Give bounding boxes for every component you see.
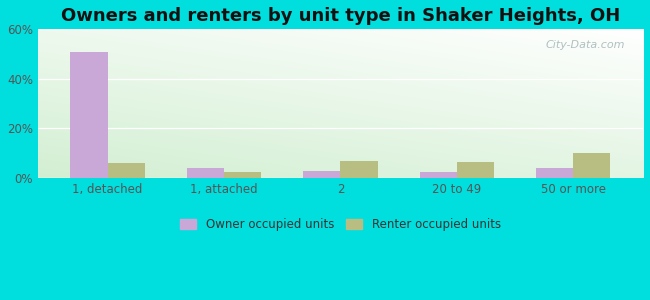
Bar	[573, 153, 610, 178]
Bar	[420, 172, 457, 178]
Text: City-Data.com: City-Data.com	[545, 40, 625, 50]
Title: Owners and renters by unit type in Shaker Heights, OH: Owners and renters by unit type in Shake…	[61, 7, 620, 25]
Bar	[108, 163, 145, 178]
Bar	[70, 52, 108, 178]
Bar	[224, 172, 261, 178]
Bar	[341, 160, 378, 178]
Legend: Owner occupied units, Renter occupied units: Owner occupied units, Renter occupied un…	[176, 214, 504, 235]
Bar	[536, 168, 573, 178]
Bar	[457, 162, 494, 178]
Bar	[303, 170, 341, 178]
Bar	[187, 168, 224, 178]
